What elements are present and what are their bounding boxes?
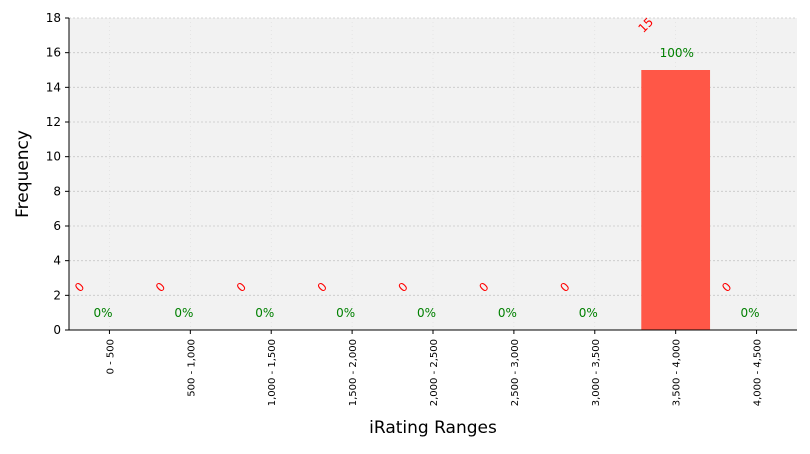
- y-tick-label: 14: [46, 80, 61, 94]
- y-tick-label: 8: [53, 184, 61, 198]
- x-tick-label: 2,000 - 2,500: [429, 339, 440, 406]
- x-tick-label: 3,000 - 3,500: [591, 339, 602, 406]
- x-tick-label: 4,000 - 4,500: [753, 339, 764, 406]
- bar: [641, 70, 711, 330]
- grid-lines: [69, 17, 797, 330]
- percent-label: 0%: [336, 306, 355, 320]
- y-axis-label: Frequency: [13, 130, 33, 218]
- x-tick-label: 2,500 - 3,000: [510, 339, 521, 406]
- x-tick-label: 0 - 500: [105, 339, 116, 374]
- x-tick-label: 3,500 - 4,000: [672, 339, 683, 406]
- y-tick-label: 2: [53, 288, 61, 302]
- y-tick-label: 16: [46, 46, 61, 60]
- y-tick-label: 0: [53, 323, 61, 337]
- y-ticks: 0 2 4 6 8 10 12 14 16 18: [46, 11, 69, 337]
- x-tick-label: 500 - 1,000: [186, 339, 197, 397]
- percent-label: 0%: [417, 306, 436, 320]
- y-tick-label: 18: [46, 11, 61, 25]
- x-ticks: 0 - 500 500 - 1,000 1,000 - 1,500 1,500 - 2…: [105, 330, 764, 406]
- y-tick-label: 10: [46, 150, 61, 164]
- percent-label: 100%: [660, 46, 694, 60]
- y-tick-label: 6: [53, 219, 61, 233]
- bars: [641, 70, 711, 330]
- y-tick-label: 12: [46, 115, 61, 129]
- percent-label: 0%: [741, 306, 760, 320]
- percent-label: 0%: [174, 306, 193, 320]
- x-tick-label: 1,500 - 2,000: [348, 339, 359, 406]
- x-tick-label: 1,000 - 1,500: [267, 339, 278, 406]
- percent-label: 0%: [498, 306, 517, 320]
- x-axis-label: iRating Ranges: [369, 418, 497, 438]
- percent-label: 0%: [255, 306, 274, 320]
- percent-label: 0%: [579, 306, 598, 320]
- y-tick-label: 4: [53, 254, 61, 268]
- percent-label: 0%: [93, 306, 112, 320]
